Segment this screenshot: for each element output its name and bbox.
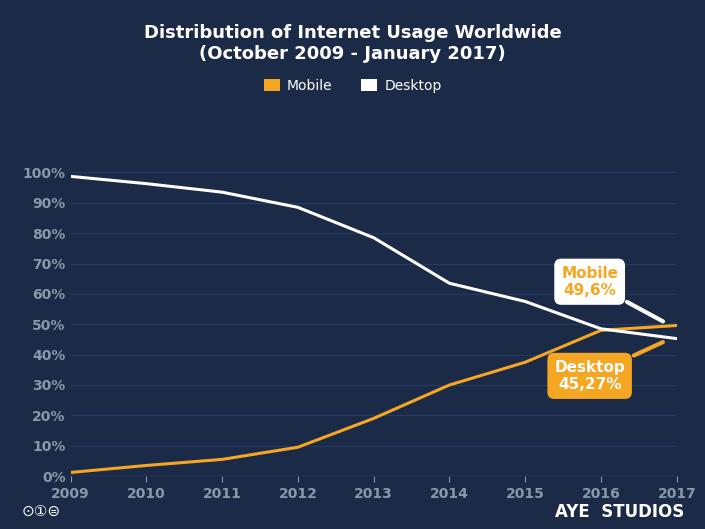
Text: Distribution of Internet Usage Worldwide: Distribution of Internet Usage Worldwide	[144, 24, 561, 42]
Text: AYE  STUDIOS: AYE STUDIOS	[555, 503, 684, 521]
Text: (October 2009 - January 2017): (October 2009 - January 2017)	[200, 45, 505, 63]
Text: ⊙①⊜: ⊙①⊜	[21, 504, 60, 519]
Text: Desktop
45,27%: Desktop 45,27%	[554, 342, 663, 392]
Legend: Mobile, Desktop: Mobile, Desktop	[258, 73, 447, 98]
Text: Mobile
49,6%: Mobile 49,6%	[561, 266, 663, 322]
